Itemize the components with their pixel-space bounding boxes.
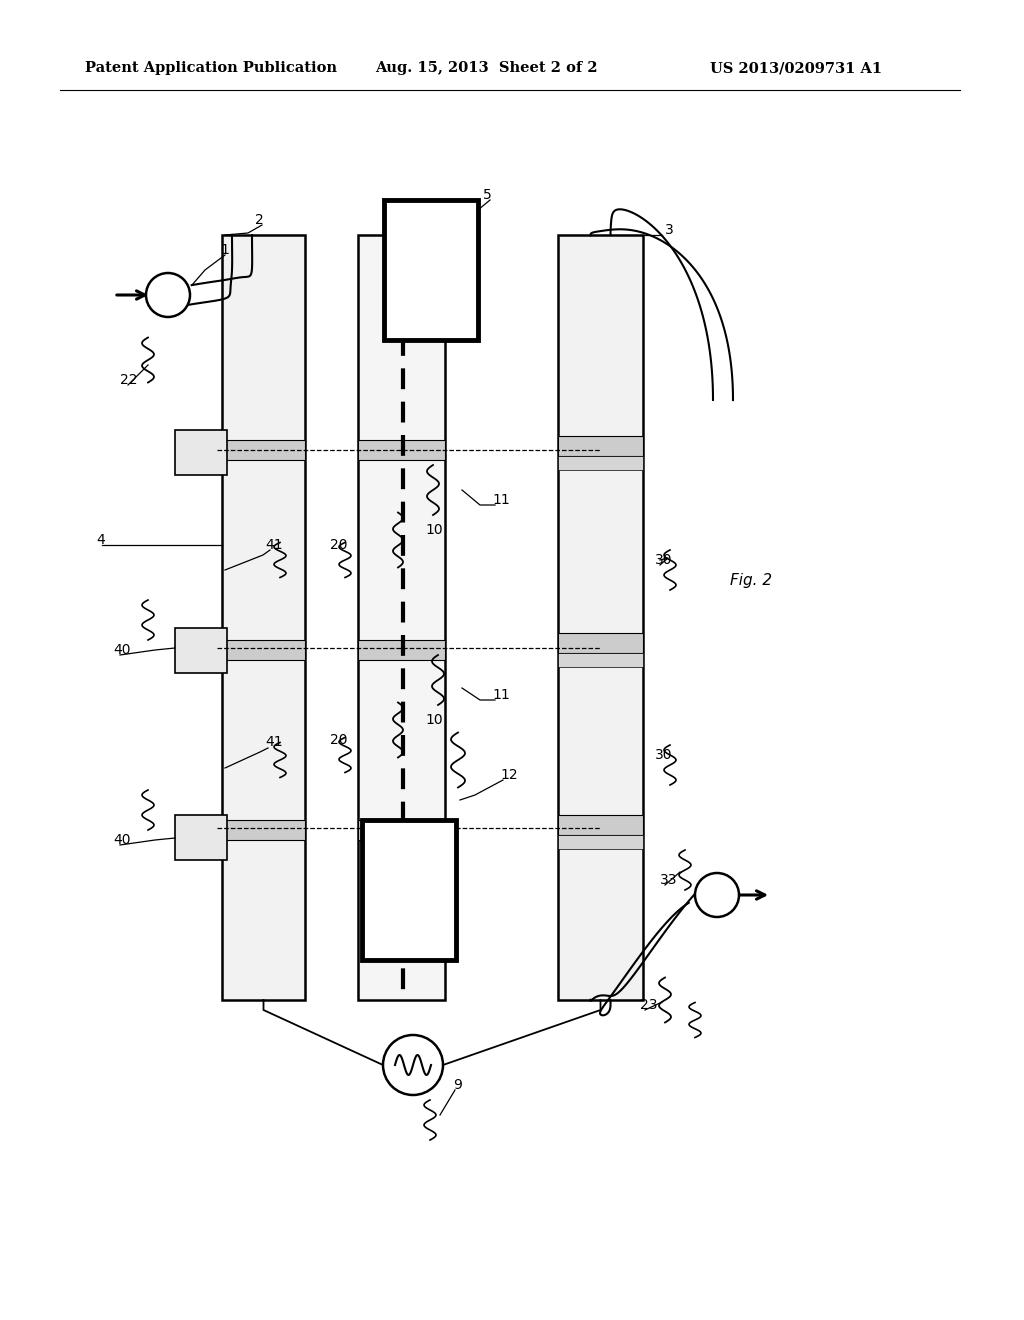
Text: 20: 20 <box>330 733 347 747</box>
Bar <box>222 640 305 660</box>
Text: 40: 40 <box>113 833 130 847</box>
Circle shape <box>146 273 190 317</box>
Text: 10: 10 <box>425 523 442 537</box>
Bar <box>222 235 305 1001</box>
Bar <box>558 436 643 455</box>
Bar <box>358 640 445 660</box>
Text: 30: 30 <box>655 553 673 568</box>
Text: 2: 2 <box>255 213 264 227</box>
Text: 41: 41 <box>265 539 283 552</box>
Bar <box>358 235 445 1001</box>
Text: 41: 41 <box>265 735 283 748</box>
Text: 12: 12 <box>500 768 517 781</box>
Text: 30: 30 <box>655 748 673 762</box>
Text: 40: 40 <box>113 643 130 657</box>
Text: 22: 22 <box>120 374 137 387</box>
Text: 1: 1 <box>220 243 229 257</box>
Text: US 2013/0209731 A1: US 2013/0209731 A1 <box>710 61 882 75</box>
Bar <box>558 836 643 849</box>
Bar <box>362 820 456 960</box>
Text: 11: 11 <box>492 492 510 507</box>
Text: 3: 3 <box>665 223 674 238</box>
Bar <box>175 430 227 475</box>
Text: 33: 33 <box>660 873 678 887</box>
Bar <box>384 201 478 341</box>
Text: 23: 23 <box>640 998 657 1012</box>
Text: 4: 4 <box>96 533 104 546</box>
Text: 20: 20 <box>330 539 347 552</box>
Text: 9: 9 <box>453 1078 462 1092</box>
Text: Aug. 15, 2013  Sheet 2 of 2: Aug. 15, 2013 Sheet 2 of 2 <box>375 61 598 75</box>
Bar <box>558 814 643 836</box>
Bar <box>358 820 445 840</box>
Bar <box>175 628 227 673</box>
Text: 10: 10 <box>425 713 442 727</box>
Bar <box>558 235 643 1001</box>
Text: Patent Application Publication: Patent Application Publication <box>85 61 337 75</box>
Bar <box>558 455 643 470</box>
Text: 11: 11 <box>492 688 510 702</box>
Circle shape <box>695 873 739 917</box>
Bar <box>558 634 643 653</box>
Bar <box>222 820 305 840</box>
Bar <box>175 814 227 861</box>
Text: 5: 5 <box>483 187 492 202</box>
Bar <box>222 440 305 459</box>
Circle shape <box>383 1035 443 1096</box>
Bar <box>558 653 643 667</box>
Bar <box>358 440 445 459</box>
Text: Fig. 2: Fig. 2 <box>730 573 772 587</box>
